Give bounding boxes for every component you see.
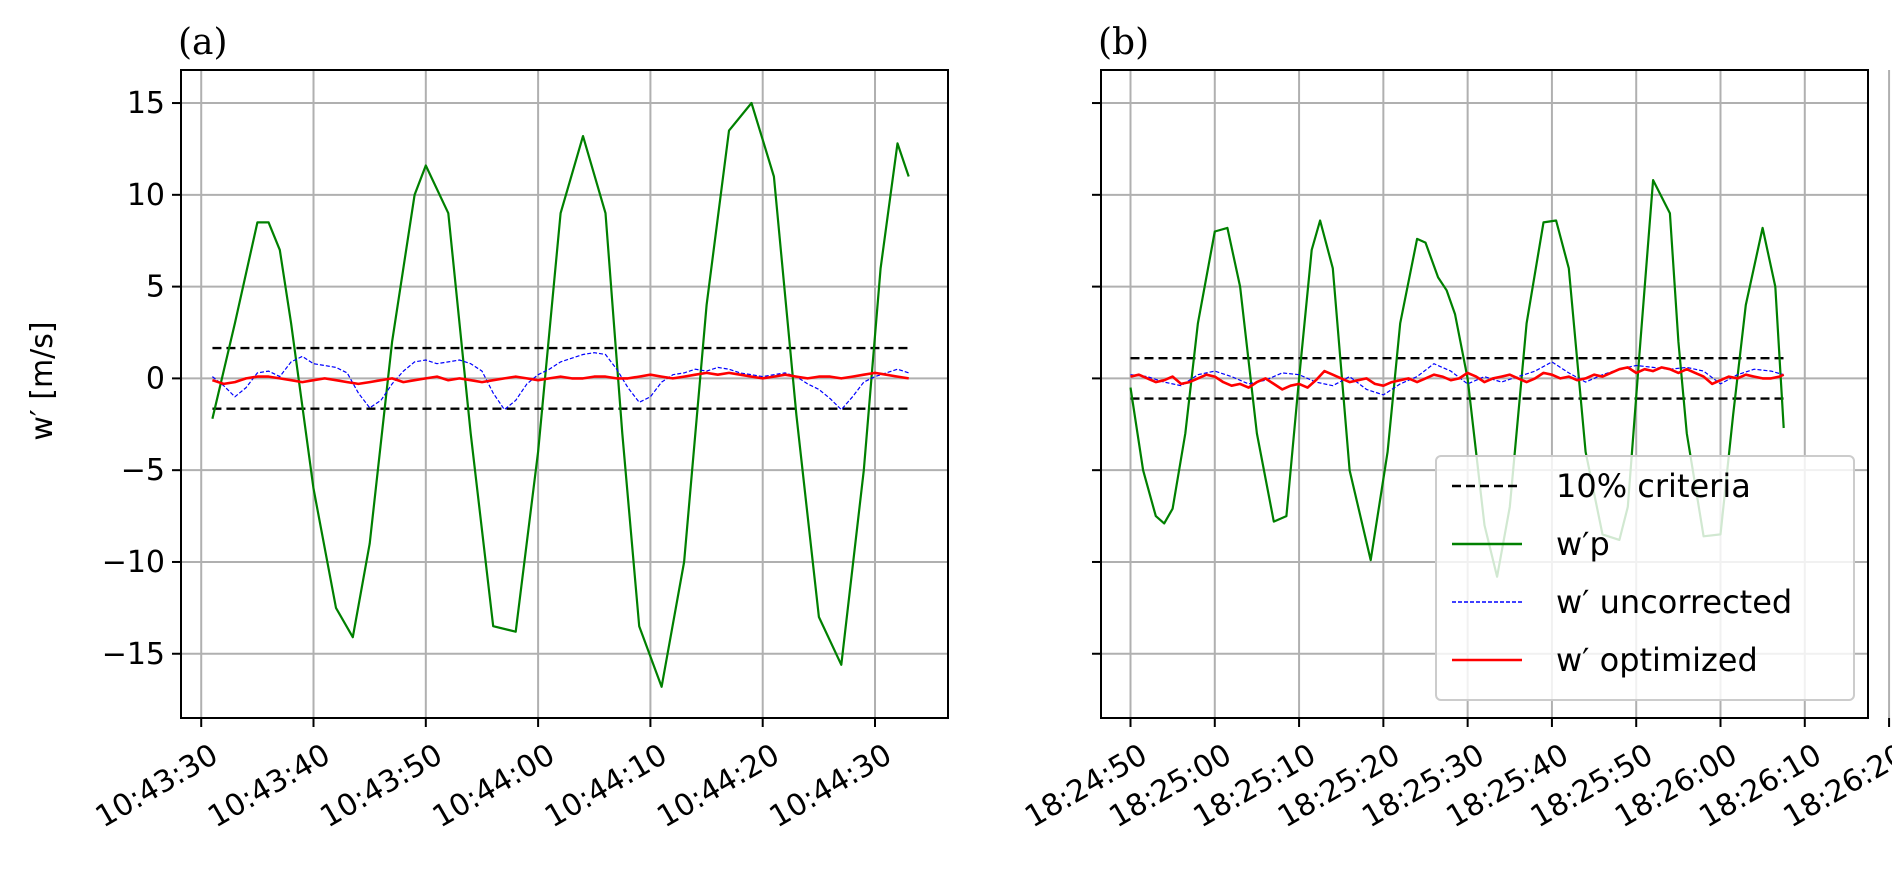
panel-b-label: (b) [1098,22,1149,63]
series-wp [1129,179,1785,578]
legend-label: 10% criteria [1556,467,1751,505]
y-tick-label: 10 [127,178,165,213]
y-tick-label: −10 [102,545,165,580]
panel-a-label: (a) [178,22,228,63]
y-tick-label: 15 [127,86,165,121]
x-tick-label: 10:43:30 [90,737,224,835]
panel-a: 10:43:3010:43:4010:43:5010:44:0010:44:10… [25,22,949,835]
series-wp [211,101,910,688]
panel-a-grid [181,70,948,718]
panel-b-series [1129,179,1785,578]
y-axis-label: w′ [m/s] [25,321,60,440]
x-tick-label: 10:43:40 [202,737,336,835]
y-tick-label: −15 [102,637,165,672]
series-w-optimized [1130,366,1785,391]
legend-label: w′ uncorrected [1556,583,1792,621]
y-tick-label: 0 [146,361,165,396]
legend-label: w′ optimized [1556,641,1758,679]
x-tick-label: 10:44:00 [427,737,561,835]
legend-box [1435,455,1855,701]
panel-a-frame [180,69,949,719]
x-tick-label: 10:44:20 [651,737,785,835]
panel-a-series [211,101,910,688]
panel-a-criteria [212,346,909,410]
y-tick-label: −5 [121,453,165,488]
x-tick-label: 10:44:10 [539,737,673,835]
y-tick-label: 5 [146,270,165,305]
legend-label: w′p [1556,525,1610,563]
legend: 10% criteria w′p w′ uncorrected w′ optimize… [1435,455,1855,701]
x-tick-label: 10:43:50 [314,737,448,835]
series-w-uncorrected [212,352,909,411]
series-w-optimized [211,371,909,386]
panel-b: 18:24:5018:25:0018:25:1018:25:2018:25:30… [1019,22,1892,835]
panel-b-frame [1100,69,1869,719]
x-tick-label: 10:44:30 [764,737,898,835]
panel-b-criteria [1130,357,1784,400]
